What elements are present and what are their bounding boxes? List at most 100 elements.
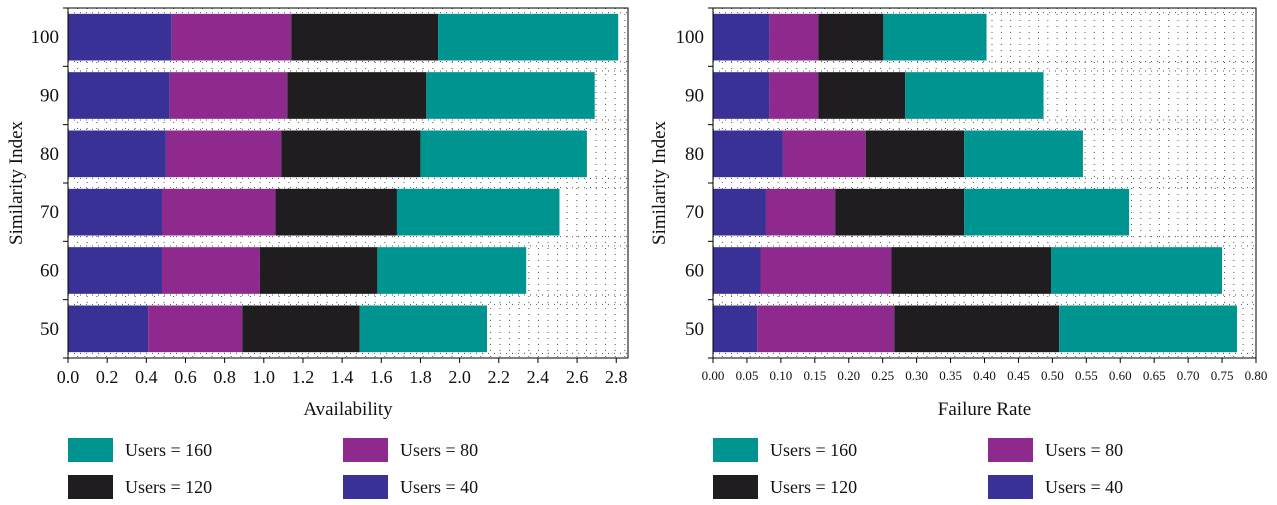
x-tick-label: 1.4	[331, 367, 354, 387]
bar-users-40-si-80	[713, 130, 783, 178]
bar-users-160-si-100	[438, 13, 619, 61]
y-tick-label: 70	[685, 202, 704, 223]
bar-users-120-si-90	[818, 72, 906, 119]
bar-users-80-si-80	[165, 130, 282, 178]
legend-swatch-users-80	[988, 438, 1033, 462]
x-tick-label: 0.50	[1041, 368, 1064, 383]
bar-users-40-si-100	[68, 13, 172, 61]
x-tick-label: 1.8	[409, 367, 432, 387]
legend-label-users-160: Users = 160	[770, 439, 858, 460]
legend-label-users-120: Users = 120	[770, 476, 858, 497]
x-tick-label: 2.0	[448, 367, 471, 387]
legend-swatch-users-80	[343, 438, 388, 462]
bar-users-160-si-80	[964, 130, 1083, 178]
x-tick-label: 0.30	[905, 368, 928, 383]
bar-users-80-si-90	[169, 72, 288, 119]
x-tick-label: 0.20	[837, 368, 860, 383]
legend-label-users-160: Users = 160	[125, 439, 213, 460]
legend-swatch-users-160	[713, 438, 758, 462]
x-axis-label: Failure Rate	[938, 399, 1031, 420]
x-tick-label: 2.2	[488, 367, 511, 387]
failure-rate-chart-panel: 100 90 80 70 60 50 0.00 0.05 0.10 0.15 0.20 0.25 0.3…	[645, 0, 1277, 505]
x-tick-label: 2.6	[566, 367, 589, 387]
bar-users-120-si-80	[281, 130, 421, 178]
x-axis-label: Availability	[303, 399, 393, 420]
legend-label-users-40: Users = 40	[400, 476, 479, 497]
legend-item-users-160: Users = 160	[68, 437, 212, 463]
x-tick-label: 0.6	[174, 367, 197, 387]
y-tick-label: 50	[685, 319, 704, 340]
bars	[68, 13, 619, 353]
legend-swatch-users-120	[68, 475, 113, 499]
y-tick-label: 80	[685, 144, 704, 165]
legend-swatch-users-160	[68, 438, 113, 462]
bars	[713, 13, 1237, 353]
bar-users-80-si-100	[171, 13, 292, 61]
bar-users-160-si-80	[420, 130, 587, 178]
bar-users-40-si-60	[68, 247, 162, 294]
x-tick-label: 1.0	[253, 367, 276, 387]
bar-users-160-si-70	[964, 188, 1130, 236]
bar-users-120-si-60	[891, 247, 1052, 294]
x-tick-label: 0.80	[1245, 368, 1268, 383]
legend-item-users-120: Users = 120	[68, 474, 212, 500]
x-tick-label: 0.8	[213, 367, 236, 387]
y-tick-label: 100	[676, 27, 705, 48]
bar-users-120-si-90	[287, 72, 427, 119]
bar-users-40-si-90	[713, 72, 770, 119]
legend-item-users-40: Users = 40	[988, 474, 1123, 500]
availability-chart: 100 90 80 70 60 50 0.0 0.2 0.4 0.6 0.8 1.0 1.2 1.4 1.6…	[6, 7, 629, 420]
x-tick-label: 2.8	[605, 367, 628, 387]
x-tick-label: 0.25	[871, 368, 894, 383]
failure-rate-legend: Users = 160 Users = 80 Users = 120 Users…	[713, 437, 1173, 501]
bar-users-80-si-100	[769, 13, 819, 61]
bar-users-40-si-50	[713, 305, 758, 353]
legend-label-users-80: Users = 80	[400, 439, 479, 460]
bar-users-160-si-50	[1059, 305, 1237, 353]
x-tick-label: 0.60	[1109, 368, 1132, 383]
bar-users-160-si-60	[377, 247, 527, 294]
y-tick-label: 80	[40, 144, 59, 165]
availability-chart-panel: 100 90 80 70 60 50 0.0 0.2 0.4 0.6 0.8 1.0 1.2 1.4 1.6…	[6, 7, 629, 500]
bar-users-80-si-80	[782, 130, 866, 178]
failure-rate-chart: 100 90 80 70 60 50 0.00 0.05 0.10 0.15 0.20 0.25 0.3…	[649, 7, 1268, 420]
bar-users-40-si-90	[68, 72, 170, 119]
legend-item-users-40: Users = 40	[343, 474, 478, 500]
bar-users-160-si-90	[426, 72, 595, 119]
x-tick-label: 0.55	[1075, 368, 1098, 383]
x-tick-label: 0.65	[1143, 368, 1166, 383]
bar-users-40-si-100	[713, 13, 770, 61]
x-tick-label: 0.05	[736, 368, 759, 383]
bar-users-160-si-90	[905, 72, 1044, 119]
legend-swatch-users-40	[343, 475, 388, 499]
bar-users-120-si-80	[865, 130, 965, 178]
bar-users-120-si-100	[291, 13, 439, 61]
x-tick-label: 0.0	[57, 367, 80, 387]
bar-users-40-si-80	[68, 130, 166, 178]
legend-item-users-80: Users = 80	[988, 437, 1123, 463]
bar-users-80-si-60	[760, 247, 892, 294]
y-tick-label: 70	[40, 202, 59, 223]
bar-users-120-si-100	[818, 13, 884, 61]
bar-users-120-si-70	[835, 188, 965, 236]
axes: 100 90 80 70 60 50 0.0 0.2 0.4 0.6 0.8 1.0 1.2 1.4 1.6…	[6, 7, 629, 420]
legend-label-users-40: Users = 40	[1045, 476, 1124, 497]
bar-users-120-si-50	[242, 305, 360, 353]
legend-item-users-160: Users = 160	[713, 437, 857, 463]
legend-item-users-80: Users = 80	[343, 437, 478, 463]
x-tick-label: 0.15	[803, 368, 826, 383]
y-tick-label: 90	[40, 86, 59, 107]
legend-item-users-120: Users = 120	[713, 474, 857, 500]
y-tick-label: 100	[31, 27, 60, 48]
legend-swatch-users-120	[713, 475, 758, 499]
legend-label-users-80: Users = 80	[1045, 439, 1124, 460]
bar-users-120-si-50	[894, 305, 1060, 353]
bar-users-80-si-60	[161, 247, 260, 294]
bar-users-160-si-50	[359, 305, 488, 353]
y-tick-label: 60	[685, 261, 704, 282]
axes: 100 90 80 70 60 50 0.00 0.05 0.10 0.15 0.20 0.25 0.3…	[649, 7, 1268, 420]
y-axis-label: Similarity Index	[649, 120, 670, 245]
bar-users-80-si-70	[161, 188, 276, 236]
x-tick-label: 0.75	[1211, 368, 1234, 383]
